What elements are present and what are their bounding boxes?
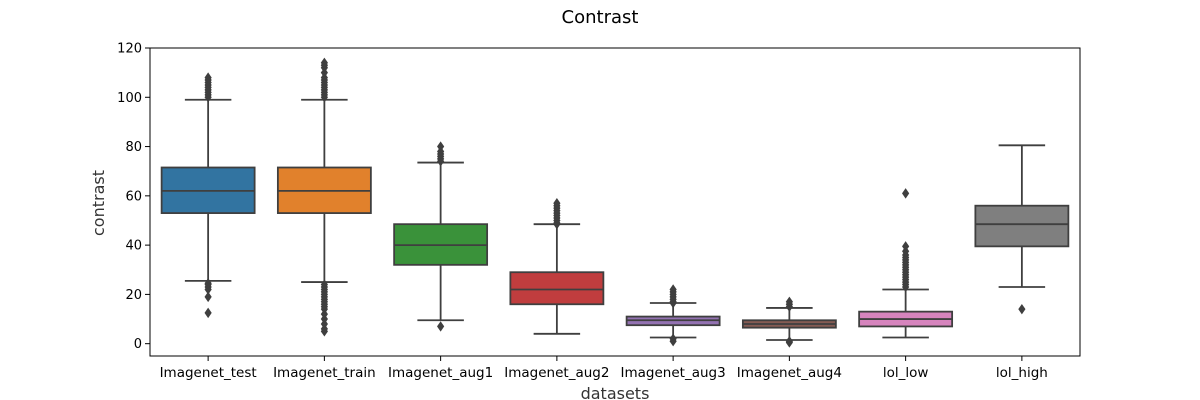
outlier-point — [437, 321, 445, 332]
box-Imagenet_aug4 — [741, 296, 837, 348]
y-axis-label: contrast — [89, 170, 108, 236]
outlier-point — [902, 188, 910, 199]
outlier-point — [669, 284, 677, 295]
y-tick-label: 40 — [125, 239, 142, 254]
y-tick-label: 0 — [134, 337, 142, 352]
outlier-point — [204, 291, 212, 303]
outlier-point — [785, 336, 793, 347]
x-tick-label: Imagenet_train — [273, 365, 376, 381]
box-Imagenet_aug3 — [625, 284, 721, 347]
x-tick-label: lol_low — [883, 365, 929, 381]
chart-title: Contrast — [562, 7, 639, 28]
box-Imagenet_train — [276, 57, 372, 337]
y-tick-label: 60 — [125, 189, 142, 204]
box-Imagenet_aug1 — [393, 141, 489, 332]
box-Imagenet_aug2 — [509, 198, 605, 335]
outlier-point — [553, 198, 561, 209]
outlier-point — [320, 279, 328, 290]
y-tick-label: 20 — [125, 288, 142, 303]
outlier-point — [1018, 303, 1026, 315]
outlier-point — [204, 72, 212, 83]
plot-area — [160, 57, 1070, 348]
x-tick-label: Imagenet_aug1 — [388, 365, 493, 381]
box-Imagenet_test — [160, 72, 256, 319]
x-tick-label: Imagenet_aug3 — [621, 365, 726, 381]
x-tick-label: Imagenet_test — [160, 365, 257, 381]
outlier-point — [437, 141, 445, 152]
box-lol_high — [974, 144, 1070, 315]
y-axis: 0 20 40 60 80 100 120 — [117, 42, 150, 352]
x-tick-label: Imagenet_aug2 — [504, 365, 609, 381]
outlier-point — [902, 241, 910, 252]
x-tick-label: lol_high — [996, 365, 1048, 381]
plot-frame — [149, 47, 1081, 357]
outlier-point — [320, 57, 328, 68]
box-lol_low — [858, 188, 954, 339]
y-tick-label: 80 — [125, 140, 142, 155]
outlier-point — [669, 333, 677, 344]
x-tick-label: Imagenet_aug4 — [737, 365, 842, 381]
outlier-point — [204, 307, 212, 319]
iqr-box — [974, 204, 1070, 248]
outlier-point — [204, 278, 212, 289]
outlier-point — [785, 296, 793, 307]
x-axis: Imagenet_test Imagenet_train Imagenet_aug1… — [160, 356, 1048, 381]
iqr-box — [509, 271, 605, 306]
x-axis-label: datasets — [581, 384, 650, 400]
y-tick-label: 120 — [117, 42, 142, 57]
y-tick-label: 100 — [117, 91, 142, 106]
